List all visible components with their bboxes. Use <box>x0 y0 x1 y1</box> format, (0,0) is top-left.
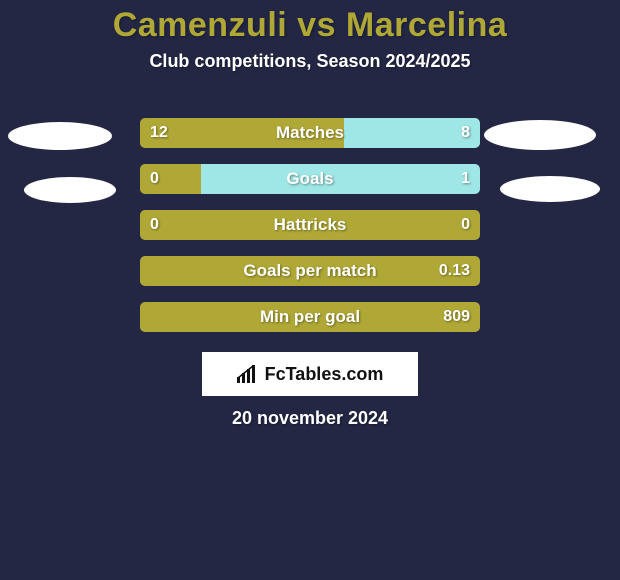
chart-icon <box>237 365 259 383</box>
stat-right-value: 809 <box>443 302 470 332</box>
stat-bar: 0.13Goals per match <box>140 256 480 286</box>
page-title: Camenzuli vs Marcelina <box>0 0 620 45</box>
player-oval <box>24 177 116 203</box>
stat-bar-left-fill <box>140 118 344 148</box>
stat-left-value: 0 <box>150 164 159 194</box>
source-badge-label: FcTables.com <box>265 364 384 385</box>
stat-bar: 01Goals <box>140 164 480 194</box>
player-oval <box>500 176 600 202</box>
stat-bar-right-fill <box>344 118 480 148</box>
player-oval <box>484 120 596 150</box>
stat-left-value: 12 <box>150 118 168 148</box>
source-badge: FcTables.com <box>202 352 418 396</box>
stat-bar-left-fill <box>140 256 480 286</box>
stat-right-value: 0.13 <box>439 256 470 286</box>
stat-right-value: 0 <box>461 210 470 240</box>
stat-row: 809Min per goal <box>0 294 620 340</box>
date-line: 20 november 2024 <box>0 408 620 429</box>
stat-bar: 809Min per goal <box>140 302 480 332</box>
stat-bar: 00Hattricks <box>140 210 480 240</box>
comparison-infographic: Camenzuli vs Marcelina Club competitions… <box>0 0 620 580</box>
stat-bar-left-fill <box>140 302 480 332</box>
stat-bar-left-fill <box>140 210 480 240</box>
stat-right-value: 8 <box>461 118 470 148</box>
stat-bar-right-fill <box>201 164 480 194</box>
stat-row: 00Hattricks <box>0 202 620 248</box>
stat-right-value: 1 <box>461 164 470 194</box>
player-oval <box>8 122 112 150</box>
subtitle: Club competitions, Season 2024/2025 <box>0 51 620 72</box>
stat-bar: 128Matches <box>140 118 480 148</box>
stat-row: 0.13Goals per match <box>0 248 620 294</box>
stat-left-value: 0 <box>150 210 159 240</box>
